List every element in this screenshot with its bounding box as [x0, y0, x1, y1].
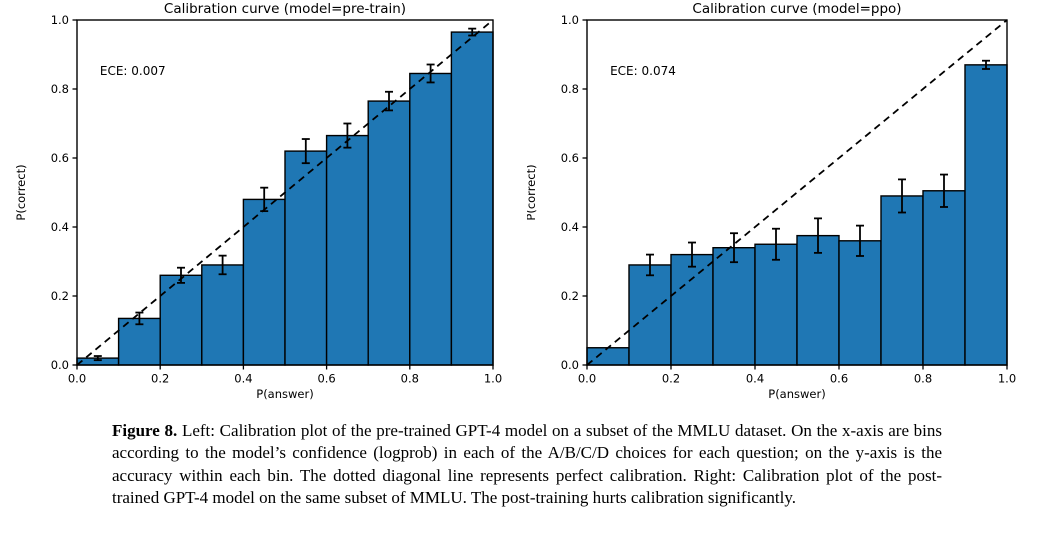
y-tick-label: 0.8 [51, 82, 69, 96]
y-tick-label: 0.4 [561, 220, 579, 234]
y-tick-label: 0.0 [561, 358, 579, 372]
histogram-bar [201, 264, 245, 366]
x-tick-label: 1.0 [484, 372, 502, 386]
histogram-bar [159, 274, 203, 366]
histogram-bar [922, 190, 966, 366]
y-tick-label: 0.0 [51, 358, 69, 372]
x-tick-label: 0.4 [234, 372, 252, 386]
x-tick-label: 0.6 [317, 372, 335, 386]
histogram-bar [367, 100, 411, 366]
histogram-bar [628, 264, 672, 366]
calibration-chart-pretrain: 0.0 0.2 0.4 0.6 0.8 1.0 0.0 0.2 0.4 0.6 0.8 1.0 Cali… [0, 0, 527, 410]
y-tick-label: 0.6 [51, 151, 69, 165]
x-tick-label: 0.6 [830, 372, 848, 386]
perfect-calibration-line [76, 19, 494, 366]
x-axis-label: P(answer) [256, 387, 313, 401]
figure-caption-text: Left: Calibration plot of the pre-traine… [112, 421, 943, 508]
chart-canvas: 0.0 0.2 0.4 0.6 0.8 1.0 0.0 0.2 0.4 0.6 0.8 1.0 Cali… [14, 1, 502, 401]
x-tick-label: 1.0 [998, 372, 1016, 386]
histogram-bar [325, 134, 369, 366]
x-tick-label: 0.2 [662, 372, 680, 386]
histogram-bar [880, 195, 924, 366]
y-tick-label: 0.4 [51, 220, 69, 234]
y-tick-label: 0.2 [51, 289, 69, 303]
x-tick-label: 0.4 [746, 372, 764, 386]
figure-caption: Figure 8. Left: Calibration plot of the … [112, 420, 942, 510]
y-tick-label: 0.6 [561, 151, 579, 165]
histogram-bar [409, 72, 453, 366]
y-axis-label: P(correct) [14, 164, 28, 220]
x-tick-label: 0.8 [401, 372, 419, 386]
figure-caption-label: Figure 8. [112, 421, 178, 440]
y-tick-label: 0.8 [561, 82, 579, 96]
histogram-bar [450, 31, 494, 366]
y-tick-label: 1.0 [561, 13, 579, 27]
chart-canvas: 0.0 0.2 0.4 0.6 0.8 1.0 0.0 0.2 0.4 0.6 0.8 1.0 Cali… [524, 1, 1016, 401]
y-axis-label: P(correct) [527, 164, 538, 220]
x-tick-label: 0.0 [578, 372, 596, 386]
histogram-bar [586, 347, 630, 366]
y-tick-label: 0.2 [561, 289, 579, 303]
x-tick-label: 0.0 [68, 372, 86, 386]
chart-title: Calibration curve (model=pre-train) [164, 1, 406, 17]
y-tick-label: 1.0 [51, 13, 69, 27]
chart-title: Calibration curve (model=ppo) [692, 1, 901, 17]
histogram-bar [670, 253, 714, 366]
x-tick-label: 0.2 [151, 372, 169, 386]
ece-annotation: ECE: 0.007 [100, 64, 166, 78]
histogram-bar [964, 64, 1008, 366]
histogram-bar [242, 198, 286, 366]
plot-frame [76, 19, 494, 366]
histogram-bar [284, 150, 328, 366]
x-axis-label: P(answer) [768, 387, 825, 401]
histogram-bar [838, 240, 882, 366]
calibration-chart-ppo: 0.0 0.2 0.4 0.6 0.8 1.0 0.0 0.2 0.4 0.6 0.8 1.0 Cali… [524, 0, 1054, 410]
histogram-bar [754, 243, 798, 366]
histogram-bar [712, 246, 756, 366]
perfect-calibration-line [586, 19, 1008, 366]
ece-annotation: ECE: 0.074 [610, 64, 676, 78]
x-tick-label: 0.8 [914, 372, 932, 386]
plot-frame [586, 19, 1008, 366]
histogram-bar [796, 234, 840, 366]
